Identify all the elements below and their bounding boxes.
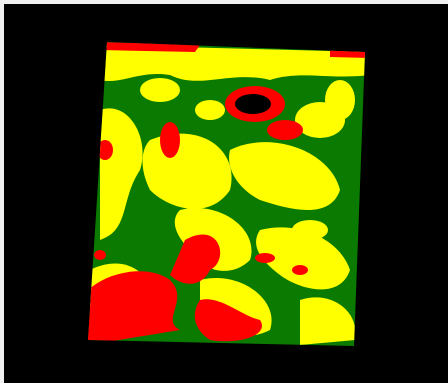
field-hole (235, 94, 271, 114)
map-view (0, 0, 448, 383)
page (0, 0, 448, 383)
field-zones (80, 40, 370, 350)
